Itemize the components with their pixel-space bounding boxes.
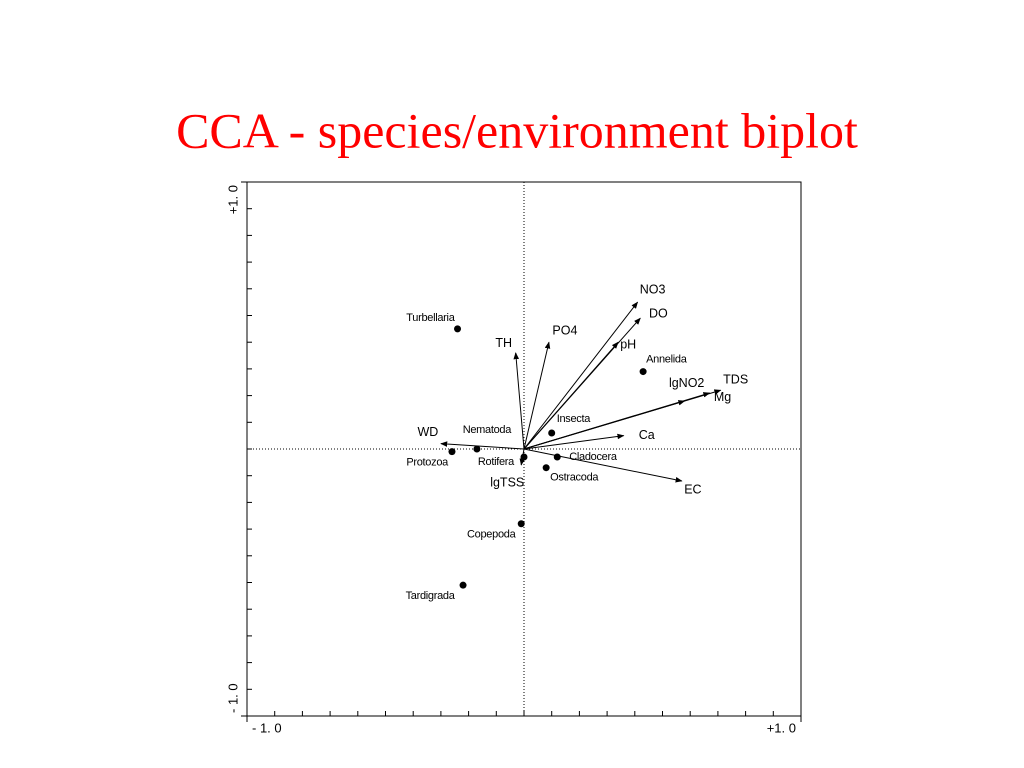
species-point: [639, 368, 647, 376]
env-arrow: [523, 400, 686, 450]
env-label: Ca: [639, 428, 655, 442]
env-arrow: [523, 341, 551, 450]
env-label: lgNO2: [669, 376, 704, 390]
env-arrow: [523, 301, 638, 450]
species-point: [542, 464, 550, 472]
env-label: PO4: [552, 323, 577, 337]
env-arrow: [523, 433, 625, 450]
y-tick-label: +1. 0: [225, 185, 240, 214]
env-label: TH: [495, 336, 512, 350]
x-tick-label: - 1. 0: [252, 720, 282, 735]
species-label: Copepoda: [467, 529, 517, 541]
x-tick-label: +1. 0: [767, 720, 796, 735]
species-label: Nematoda: [463, 424, 513, 436]
env-label: WD: [417, 425, 438, 439]
chart-title: CCA - species/environment biplot: [176, 102, 858, 158]
species-point: [473, 445, 481, 453]
env-arrow: [513, 352, 525, 450]
env-label: TDS: [723, 373, 748, 387]
species-point: [459, 581, 467, 589]
species-point: [517, 520, 525, 528]
species-label: Tardigrada: [406, 590, 456, 602]
y-tick-label: - 1. 0: [225, 683, 240, 713]
env-arrow: [523, 341, 619, 450]
species-label: Protozoa: [406, 457, 449, 469]
species-label: Insecta: [557, 413, 592, 425]
env-label: NO3: [640, 282, 666, 296]
species-point: [448, 448, 456, 456]
species-label: Annelida: [646, 353, 688, 365]
env-label: lgTSS: [490, 475, 524, 489]
species-label: Turbellaria: [406, 312, 455, 324]
species-point: [454, 325, 462, 333]
env-arrow: [440, 441, 525, 450]
env-label: pH: [620, 337, 636, 351]
env-label: EC: [684, 482, 701, 496]
species-label: Rotifera: [478, 456, 515, 468]
species-label: Ostracoda: [550, 472, 599, 484]
species-point: [520, 453, 528, 461]
species-point: [553, 453, 561, 461]
species-label: Cladocera: [569, 451, 618, 463]
env-arrow: [523, 448, 683, 483]
env-label: DO: [649, 306, 668, 320]
species-point: [548, 429, 556, 437]
env-label: Mg: [714, 390, 731, 404]
